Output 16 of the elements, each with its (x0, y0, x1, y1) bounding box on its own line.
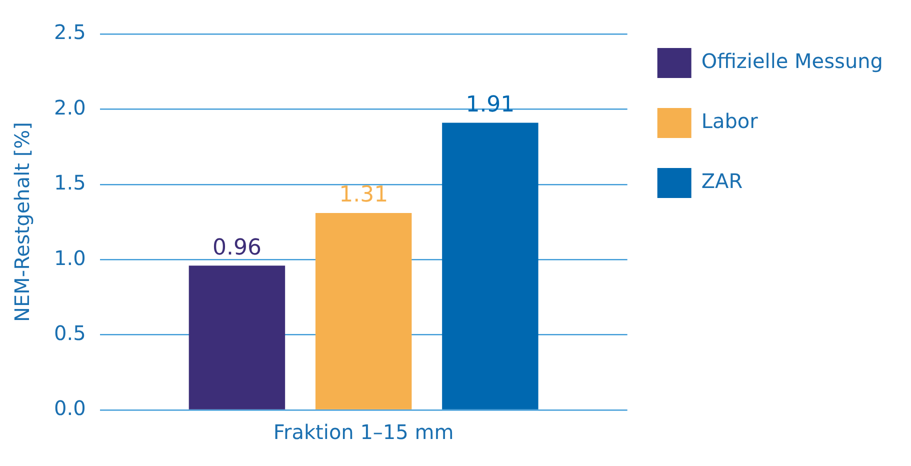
legend-label: Offizielle Messung (701, 49, 884, 74)
data-label: 1.31 (339, 182, 388, 208)
legend-label: Labor (701, 109, 759, 134)
y-tick-label: 1.5 (54, 170, 86, 195)
legend-label: ZAR (701, 169, 743, 194)
bar (442, 122, 538, 410)
bar (188, 266, 286, 410)
y-tick-label: 0.5 (54, 321, 86, 346)
y-tick-label: 2.5 (54, 20, 86, 44)
x-tick-label: Fraktion 1–15 mm (273, 420, 454, 444)
bar (315, 212, 412, 410)
y-tick-label: 2.0 (54, 95, 86, 120)
data-label: 0.96 (212, 235, 262, 260)
y-tick-label: 1.0 (54, 246, 86, 270)
y-tick-label: 0.0 (54, 396, 86, 420)
y-axis-title: NEM-Restgehalt [%] (10, 122, 34, 322)
